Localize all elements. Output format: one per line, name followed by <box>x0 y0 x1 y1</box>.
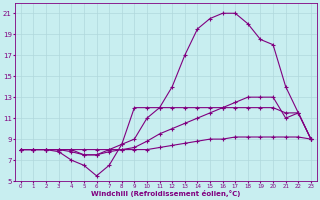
X-axis label: Windchill (Refroidissement éolien,°C): Windchill (Refroidissement éolien,°C) <box>91 190 241 197</box>
